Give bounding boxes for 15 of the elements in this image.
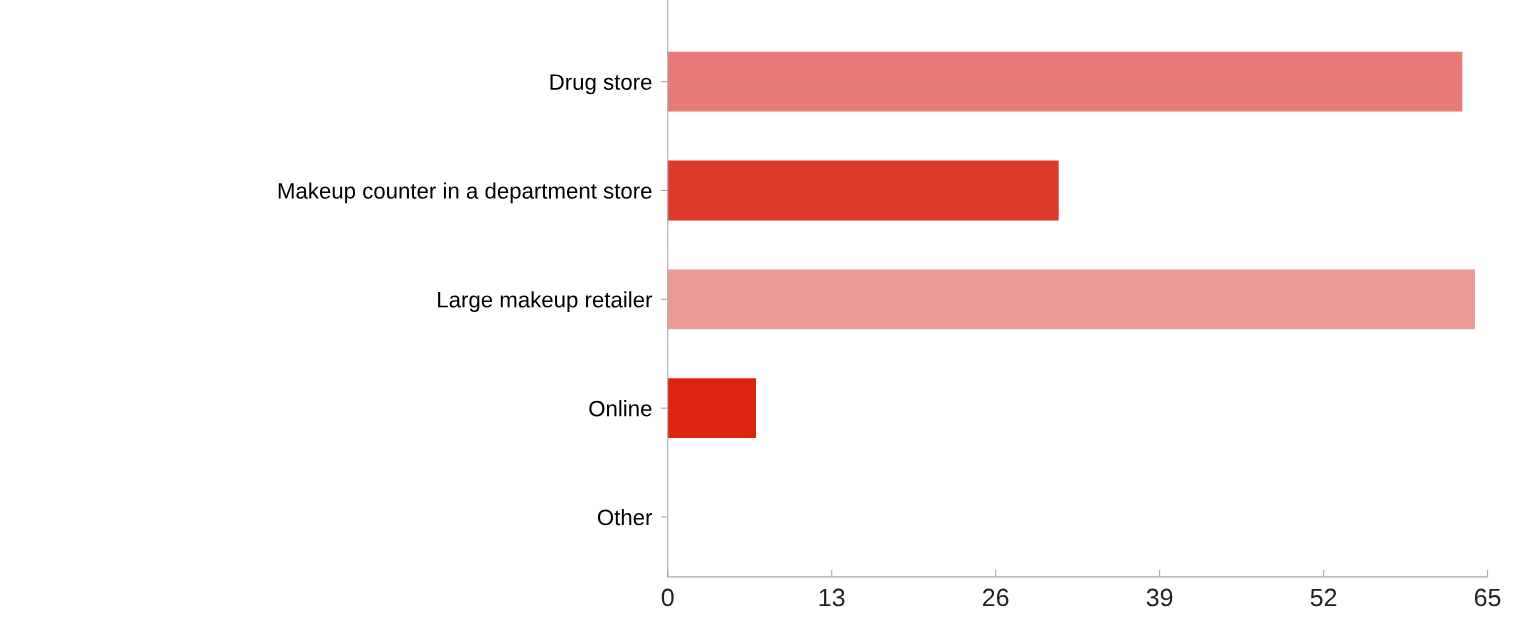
x-tick-label: 26 [983,588,1009,607]
x-tick-label: 0 [661,588,674,607]
x-tick-label: 39 [1146,588,1173,607]
bar [667,378,757,439]
bar [667,160,1059,221]
bar [667,269,1475,330]
y-tick-label: Drug store [550,74,652,95]
x-tick-label: 52 [1310,588,1337,607]
x-tick-label: 65 [1474,588,1501,607]
y-tick-label: Makeup counter in a department store [278,182,652,204]
y-tick-label: Online [589,400,652,417]
y-tick-label: Other [597,508,653,526]
bar [667,51,1463,112]
x-tick-label: 13 [819,588,845,607]
y-tick-label: Large makeup retailer [438,291,653,312]
